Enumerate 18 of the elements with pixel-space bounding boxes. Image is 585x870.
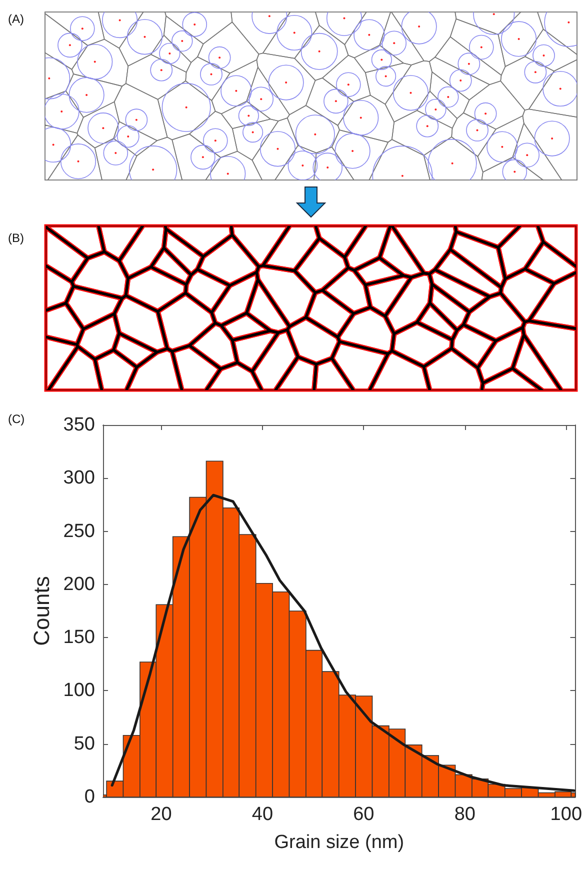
y-tick-label: 350 (63, 414, 95, 436)
x-tick-label: 100 (550, 804, 582, 825)
x-tick-label: 80 (454, 804, 476, 825)
x-tick-label: 20 (150, 804, 172, 825)
y-tick-label: 200 (63, 574, 95, 595)
text: (C) (8, 412, 25, 426)
text: (B) (8, 231, 24, 245)
y-tick-label: 250 (63, 520, 95, 542)
y-tick-label: 100 (63, 680, 95, 702)
text: (A) (8, 12, 24, 26)
x-tick-label: 60 (353, 804, 374, 825)
x-tick-label: 40 (252, 804, 274, 825)
y-tick-label: 50 (74, 733, 95, 754)
y-tick-label: 0 (84, 786, 95, 808)
y-axis-title: Counts (28, 576, 54, 646)
x-axis-title: Grain size (nm) (274, 832, 404, 853)
y-tick-label: 300 (63, 468, 95, 489)
y-tick-label: 150 (63, 627, 95, 648)
